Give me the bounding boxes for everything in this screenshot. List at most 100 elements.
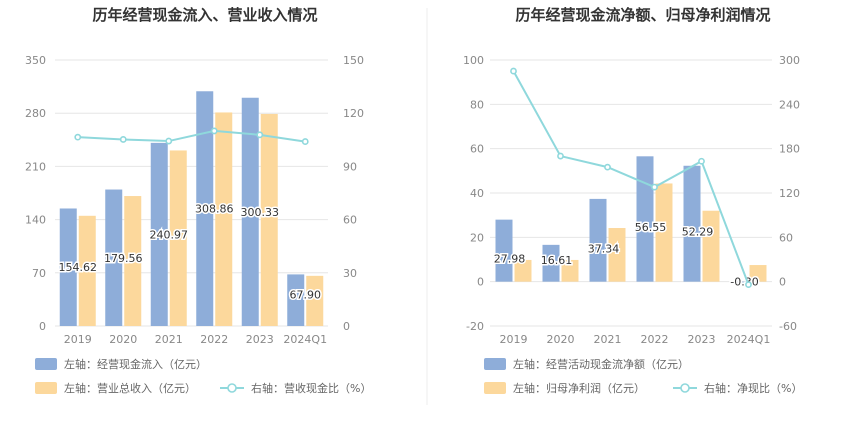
right-chart-left-tick-label: 60 xyxy=(470,143,484,156)
left-chart-legend-label-a: 左轴：经营现金流入（亿元） xyxy=(64,357,207,371)
right-chart-left-tick-label: 80 xyxy=(470,98,484,111)
left-chart-title: 历年经营现金流入、营业收入情况 xyxy=(92,6,317,24)
right-chart-right-tick-label: 300 xyxy=(779,54,800,67)
left-chart-ratio-point xyxy=(210,127,218,135)
left-chart-data-label: 179.56 xyxy=(104,252,143,265)
right-chart-bar-bar-a xyxy=(683,165,701,282)
right-chart-bar-bar-b xyxy=(702,210,720,282)
left-chart-category-label: 2024Q1 xyxy=(283,333,327,346)
left-chart-category-label: 2023 xyxy=(246,333,274,346)
left-chart-data-label: 240.97 xyxy=(150,228,189,241)
left-chart-right-tick-label: 0 xyxy=(343,320,350,333)
left-chart-bar-bar-a xyxy=(150,142,168,326)
left-chart-bar-bar-a xyxy=(287,274,305,326)
right-chart-right-tick-label: 180 xyxy=(779,143,800,156)
right-chart-right-tick-label: -60 xyxy=(779,320,797,333)
left-chart-data-label: 154.62 xyxy=(59,261,98,274)
right-chart-data-label: -0.30 xyxy=(730,276,758,289)
right-chart-bar-bar-a xyxy=(589,198,607,282)
right-chart-category-label: 2021 xyxy=(594,333,622,346)
right-chart-legend-label-b: 左轴：归母净利润（亿元） xyxy=(513,381,645,395)
left-chart-legend-swatch-a xyxy=(35,358,57,370)
right-chart-ratio-point xyxy=(557,152,564,160)
right-chart-left-tick-label: -20 xyxy=(466,320,484,333)
right-chart-category-label: 2023 xyxy=(688,333,716,346)
left-chart-data-label: 300.33 xyxy=(241,206,280,219)
left-chart-ratio-point xyxy=(74,133,82,141)
right-chart-bar-bar-a xyxy=(495,219,513,282)
right-chart-ratio-line xyxy=(512,70,750,285)
left-chart-left-tick-label: 280 xyxy=(25,107,46,120)
right-chart-category-label: 2019 xyxy=(500,333,528,346)
left-chart-ratio-point xyxy=(256,131,264,139)
left-chart-bar-bar-a xyxy=(241,97,259,326)
left-chart-category-label: 2021 xyxy=(155,333,183,346)
left-chart-bar-bar-b xyxy=(169,150,187,326)
left-chart-legend-label-line: 右轴：营收现金比（%） xyxy=(251,381,371,395)
right-chart-ratio-point xyxy=(698,157,705,165)
right-chart-bar-bar-b xyxy=(561,259,579,282)
right-chart-bar-bar-b xyxy=(514,259,532,282)
right-chart-data-label: 27.98 xyxy=(494,253,526,266)
left-chart-left-tick-label: 0 xyxy=(39,320,46,333)
right-chart-data-label: 52.29 xyxy=(682,226,714,239)
right-chart-left-tick-label: 20 xyxy=(470,231,484,244)
right-chart-legend-swatch-b xyxy=(484,382,506,394)
left-chart-right-tick-label: 120 xyxy=(343,107,364,120)
left-chart-left-tick-label: 350 xyxy=(25,54,46,67)
right-chart-bar-bar-a xyxy=(730,281,748,283)
right-chart-data-label: 56.55 xyxy=(635,221,667,234)
right-chart-left-tick-label: 40 xyxy=(470,187,484,200)
right-chart-bar-bar-b xyxy=(749,265,767,282)
right-chart-bar-bar-b xyxy=(655,183,673,282)
left-chart-data-label: 308.86 xyxy=(195,203,234,216)
left-chart-right-tick-label: 90 xyxy=(343,160,357,173)
left-chart-legend-swatch-b xyxy=(35,382,57,394)
right-chart-ratio-point xyxy=(510,67,517,75)
left-chart-left-tick-label: 210 xyxy=(25,160,46,173)
right-chart-right-tick-label: 60 xyxy=(779,231,793,244)
right-chart-ratio-point xyxy=(651,183,658,191)
left-chart-right-tick-label: 60 xyxy=(343,214,357,227)
left-chart-bar-bar-a xyxy=(196,91,214,326)
right-chart-right-tick-label: 0 xyxy=(779,276,786,289)
right-chart-bar-bar-a xyxy=(542,244,560,282)
left-chart-bar-bar-a xyxy=(59,208,77,326)
left-chart-bar-bar-b xyxy=(215,112,233,326)
left-chart-left-tick-label: 70 xyxy=(32,267,46,280)
left-chart-bar-bar-b xyxy=(78,215,96,326)
left-chart-category-label: 2022 xyxy=(200,333,228,346)
left-chart-ratio-line xyxy=(77,129,306,143)
right-chart-legend-line-marker xyxy=(680,383,690,393)
left-chart-category-label: 2019 xyxy=(64,333,92,346)
left-chart-right-tick-label: 30 xyxy=(343,267,357,280)
right-chart-bar-bar-a xyxy=(636,156,654,282)
left-chart-left-tick-label: 140 xyxy=(25,214,46,227)
left-chart-right-tick-label: 150 xyxy=(343,54,364,67)
right-chart-right-tick-label: 240 xyxy=(779,98,800,111)
right-chart-left-tick-label: 0 xyxy=(477,276,484,289)
right-chart-title: 历年经营现金流净额、归母净利润情况 xyxy=(515,6,770,24)
right-chart-bar-bar-b xyxy=(608,228,626,282)
left-chart-bar-bar-b xyxy=(260,113,278,327)
left-chart-bar-bar-b xyxy=(306,275,324,326)
left-chart-legend-line-marker xyxy=(227,383,237,393)
left-chart-ratio-point xyxy=(301,138,309,145)
right-chart-right-tick-label: 120 xyxy=(779,187,800,200)
left-chart-ratio-point xyxy=(119,136,127,143)
right-chart-legend-swatch-a xyxy=(484,358,506,370)
left-chart-ratio-point xyxy=(165,137,173,145)
left-chart-bar-bar-b xyxy=(124,196,142,326)
right-chart-legend-label-a: 左轴：经营活动现金流净额（亿元） xyxy=(513,357,689,371)
left-chart-category-label: 2020 xyxy=(109,333,137,346)
right-chart-category-label: 2024Q1 xyxy=(727,333,771,346)
right-chart-left-tick-label: 100 xyxy=(463,54,484,67)
left-chart-legend-label-b: 左轴：营业总收入（亿元） xyxy=(64,381,196,395)
right-chart-ratio-point xyxy=(745,281,752,289)
left-chart-bar-bar-a xyxy=(105,189,123,326)
right-chart-category-label: 2020 xyxy=(547,333,575,346)
right-chart-ratio-point xyxy=(604,163,611,171)
right-chart-category-label: 2022 xyxy=(641,333,669,346)
right-chart-data-label: 16.61 xyxy=(541,254,573,267)
